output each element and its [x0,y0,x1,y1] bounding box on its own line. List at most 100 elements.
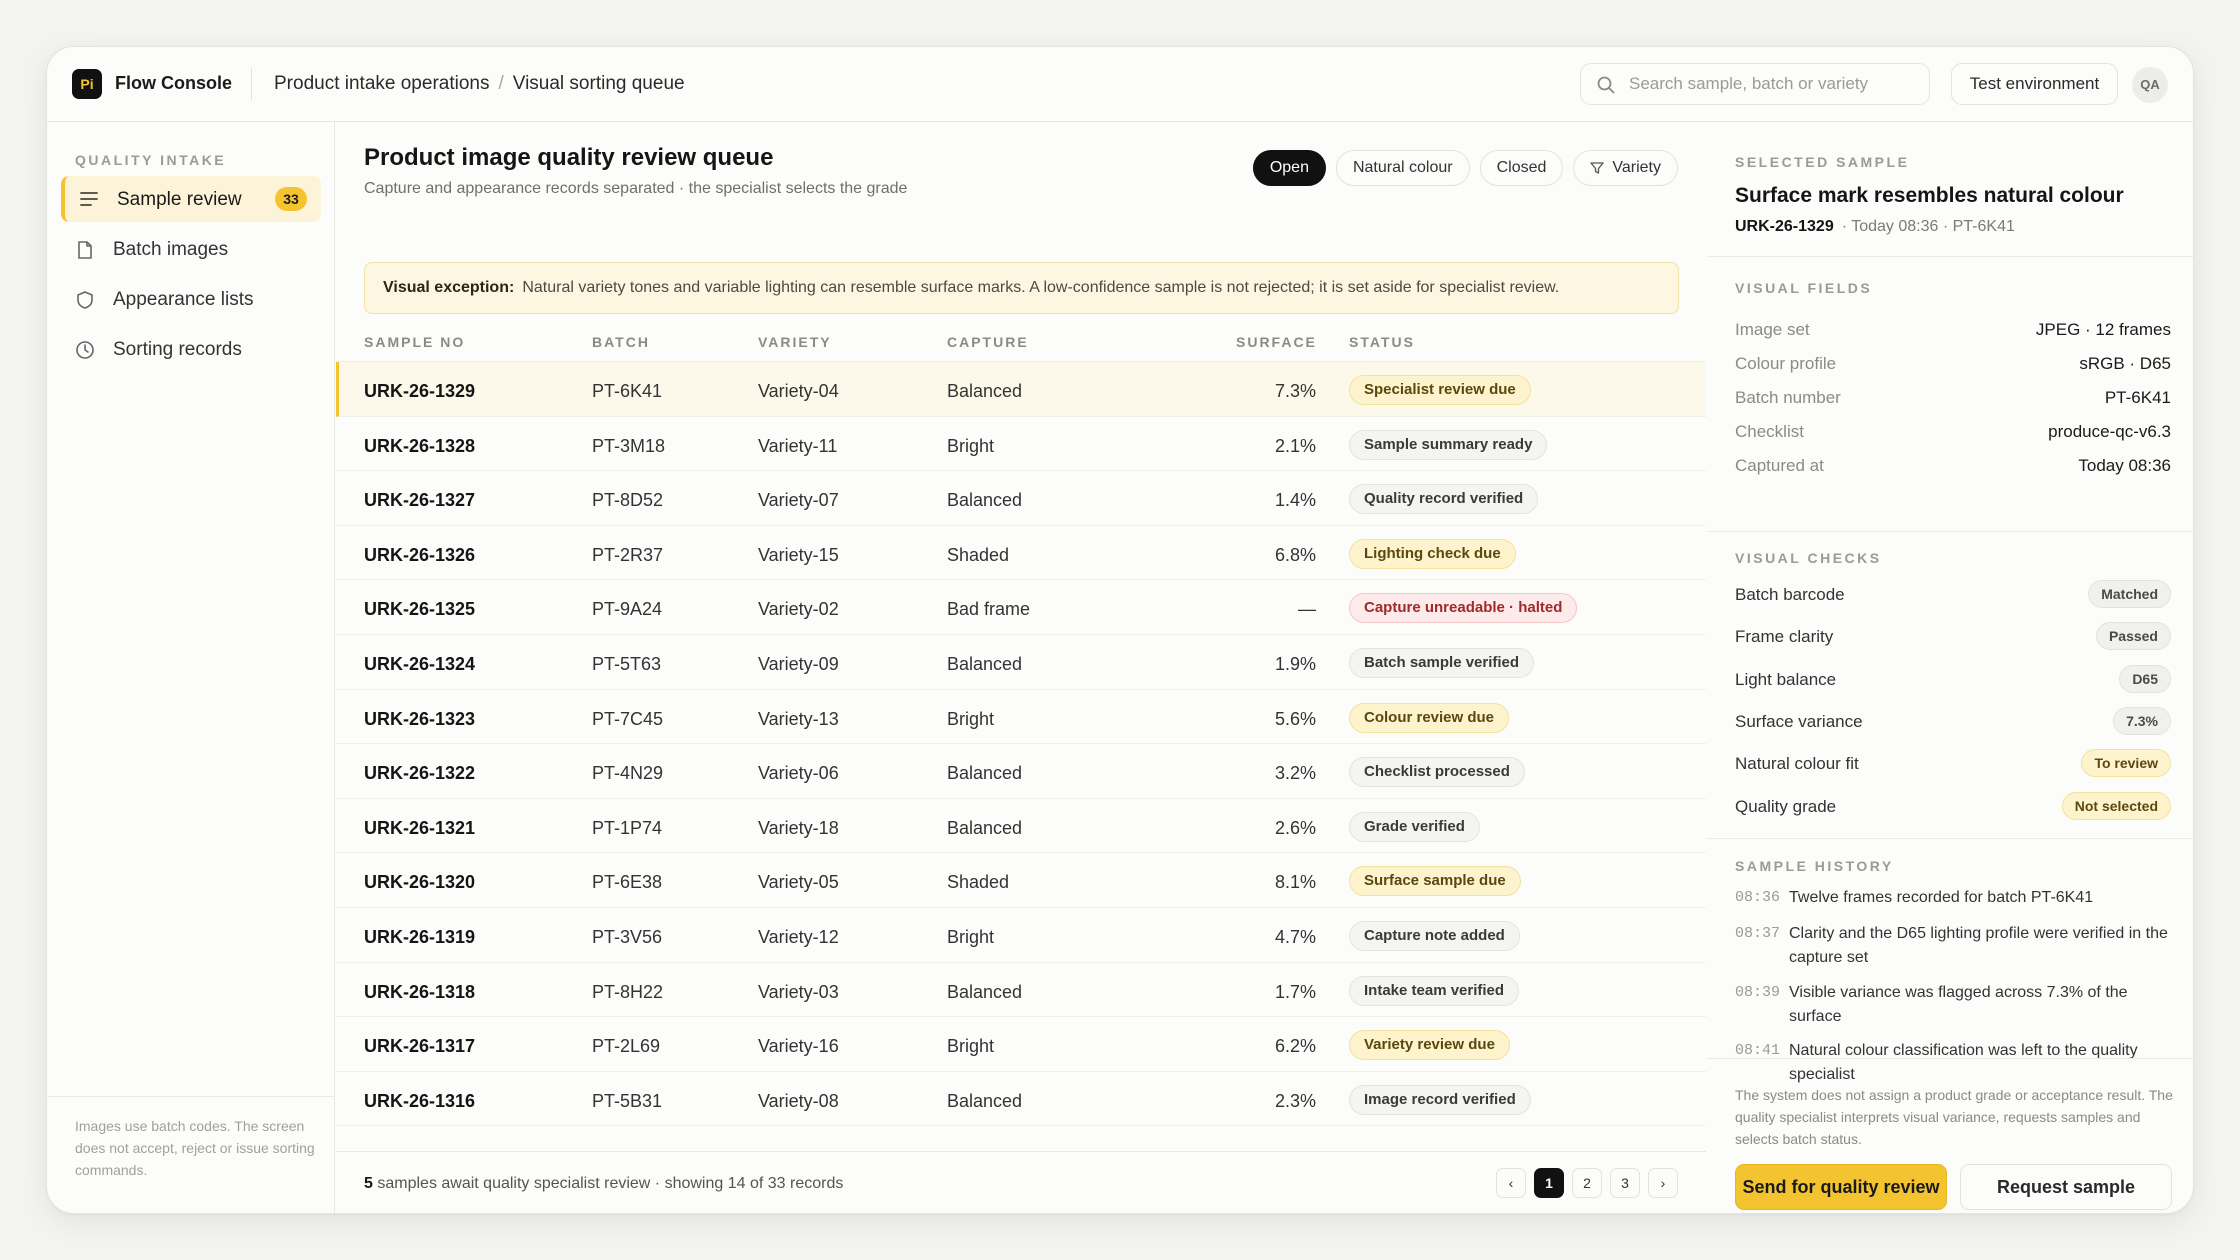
sidebar-item-sample-review[interactable]: Sample review 33 [61,176,321,222]
check-status-badge: Passed [2095,622,2171,651]
clock-icon [76,341,94,359]
page-subtitle: Capture and appearance records separated… [364,180,908,197]
batch-code: PT-6E38 [592,872,663,893]
surface-value: 4.7% [1274,926,1316,947]
sidebar-item-batch-images[interactable]: Batch images [61,226,321,272]
alert-label: Visual exception: [383,279,515,296]
column-header-surface[interactable]: SURFACE [1236,334,1317,350]
field-label: Captured at [1735,456,1824,475]
table-row[interactable]: URK-26-1318 PT-8H22 Variety-03 Balanced 1.7%… [336,963,1706,1018]
sidebar-item-sorting-records[interactable]: Sorting records [61,326,321,372]
table-row[interactable]: URK-26-1323 PT-7C45 Variety-13 Bright 5.6% Co… [336,690,1706,745]
sample-id: URK-26-1317 [364,1036,476,1057]
table-row[interactable]: URK-26-1329 PT-6K41 Variety-04 Balanced 7.3%… [336,362,1706,417]
pending-count: 5 [364,1175,373,1192]
next-page-button[interactable]: › [1648,1168,1678,1198]
app-logo: Pi [72,69,102,99]
table-row[interactable]: URK-26-1327 PT-8D52 Variety-07 Balanced 1.4%… [336,471,1706,526]
count-badge: 33 [275,187,307,211]
history-entry: 08:36 Twelve frames recorded for batch PT… [1735,886,2171,910]
page-1-button[interactable]: 1 [1534,1168,1564,1198]
field-value: Today 08:36 [2078,456,2171,475]
filter-variety-label: Variety [1612,159,1661,176]
sample-id: URK-26-1323 [364,708,476,729]
sample-id: URK-26-1321 [364,817,476,838]
filter-natural-colour[interactable]: Natural colour [1335,150,1470,186]
batch-code: PT-5B31 [592,1090,663,1111]
pagination: ‹ 1 2 3 › [1496,1168,1678,1198]
request-sample-button[interactable]: Request sample [1960,1164,2172,1210]
column-header-status[interactable]: STATUS [1349,334,1415,350]
table-row[interactable]: URK-26-1319 PT-3V56 Variety-12 Bright 4.7% Ca… [336,908,1706,963]
history-entry: 08:39 Visible variance was flagged across… [1735,981,2171,1029]
variety: Variety-07 [758,490,839,511]
variety: Variety-06 [758,763,839,784]
variety: Variety-04 [758,381,839,401]
capture: Balanced [947,763,1023,784]
batch-code: PT-2R37 [592,544,664,565]
alert-text: Natural variety tones and variable light… [522,279,1560,296]
table-row[interactable]: URK-26-1317 PT-2L69 Variety-16 Bright 6.2% Va… [336,1017,1706,1072]
column-header-capture[interactable]: CAPTURE [947,334,1029,350]
table-row[interactable]: URK-26-1321 PT-1P74 Variety-18 Balanced 2.6%… [336,799,1706,854]
environment-button[interactable]: Test environment [1951,63,2118,105]
check-label: Light balance [1735,669,1837,689]
history-text: Clarity and the D65 lighting profile wer… [1789,925,2168,966]
history-entry: 08:37 Clarity and the D65 lighting profil… [1735,922,2171,970]
send-for-quality-review-button[interactable]: Send for quality review [1735,1164,1947,1210]
filter-variety[interactable]: Variety [1573,150,1678,186]
selected-sample-meta: URK-26-1329 · Today 08:36 · PT-6K41 [1735,218,2015,236]
search-box[interactable] [1580,63,1930,105]
sample-id: URK-26-1326 [364,544,476,565]
table-row[interactable]: URK-26-1325 PT-9A24 Variety-02 Bad frame — Ca… [336,580,1706,635]
capture: Bad frame [947,599,1031,620]
document-icon [78,241,92,259]
status-badge: Lighting check due [1349,538,1516,569]
sample-id: URK-26-1328 [364,435,476,456]
table-row[interactable]: URK-26-1328 PT-3M18 Variety-11 Bright 2.1% Sa… [336,417,1706,472]
capture: Balanced [947,1090,1023,1111]
check-status-badge: 7.3% [2113,706,2171,735]
check-status-badge: Not selected [2061,791,2171,820]
visual-exception-alert: Visual exception: Natural variety tones a… [364,262,1679,314]
field-label: Image set [1735,320,1810,339]
table-row[interactable]: URK-26-1320 PT-6E38 Variety-05 Shaded 8.1% Su… [336,853,1706,908]
filter-open[interactable]: Open [1252,150,1326,186]
history-time: 08:37 [1735,925,1781,942]
table-row[interactable]: URK-26-1324 PT-5T63 Variety-09 Balanced 1.9%… [336,635,1706,690]
prev-page-button[interactable]: ‹ [1496,1168,1526,1198]
check-label: Surface variance [1735,711,1863,731]
status-badge: Capture note added [1349,920,1520,951]
breadcrumb-item-operations[interactable]: Product intake operations [274,73,490,94]
sample-id: URK-26-1319 [364,926,476,947]
status-badge: Sample summary ready [1349,429,1548,460]
column-header-batch[interactable]: BATCH [592,334,650,350]
batch-code: PT-6K41 [592,381,663,401]
panel-divider [1707,1058,2193,1059]
column-header-variety[interactable]: VARIETY [758,334,832,350]
filter-icon [1590,162,1605,174]
field-label: Colour profile [1735,354,1837,373]
surface-value: 2.3% [1274,1090,1316,1111]
table-row[interactable]: URK-26-1316 PT-5B31 Variety-08 Balanced 2.3%… [336,1072,1706,1127]
column-header-sample-no[interactable]: SAMPLE NO [364,334,466,350]
check-status-badge: D65 [2119,664,2171,693]
surface-value: 6.2% [1274,1036,1316,1057]
table-row[interactable]: URK-26-1326 PT-2R37 Variety-15 Shaded 6.8% Li… [336,526,1706,581]
check-label: Quality grade [1735,796,1837,816]
page-2-button[interactable]: 2 [1572,1168,1602,1198]
sidebar-item-label: Appearance lists [113,289,254,310]
sidebar-item-appearance-lists[interactable]: Appearance lists [61,276,321,322]
filter-closed[interactable]: Closed [1479,150,1564,186]
shield-icon [77,291,93,309]
avatar[interactable]: QA [2132,67,2168,103]
check-row: Light balance D65 [1735,663,2171,695]
header-divider [251,67,252,101]
variety: Variety-15 [758,544,839,565]
page-3-button[interactable]: 3 [1610,1168,1640,1198]
search-input[interactable] [1629,64,1919,104]
table-row[interactable]: URK-26-1322 PT-4N29 Variety-06 Balanced 3.2%… [336,744,1706,799]
sample-id: URK-26-1327 [364,490,476,511]
capture: Bright [947,926,995,947]
sample-id: URK-26-1329 [364,381,476,401]
